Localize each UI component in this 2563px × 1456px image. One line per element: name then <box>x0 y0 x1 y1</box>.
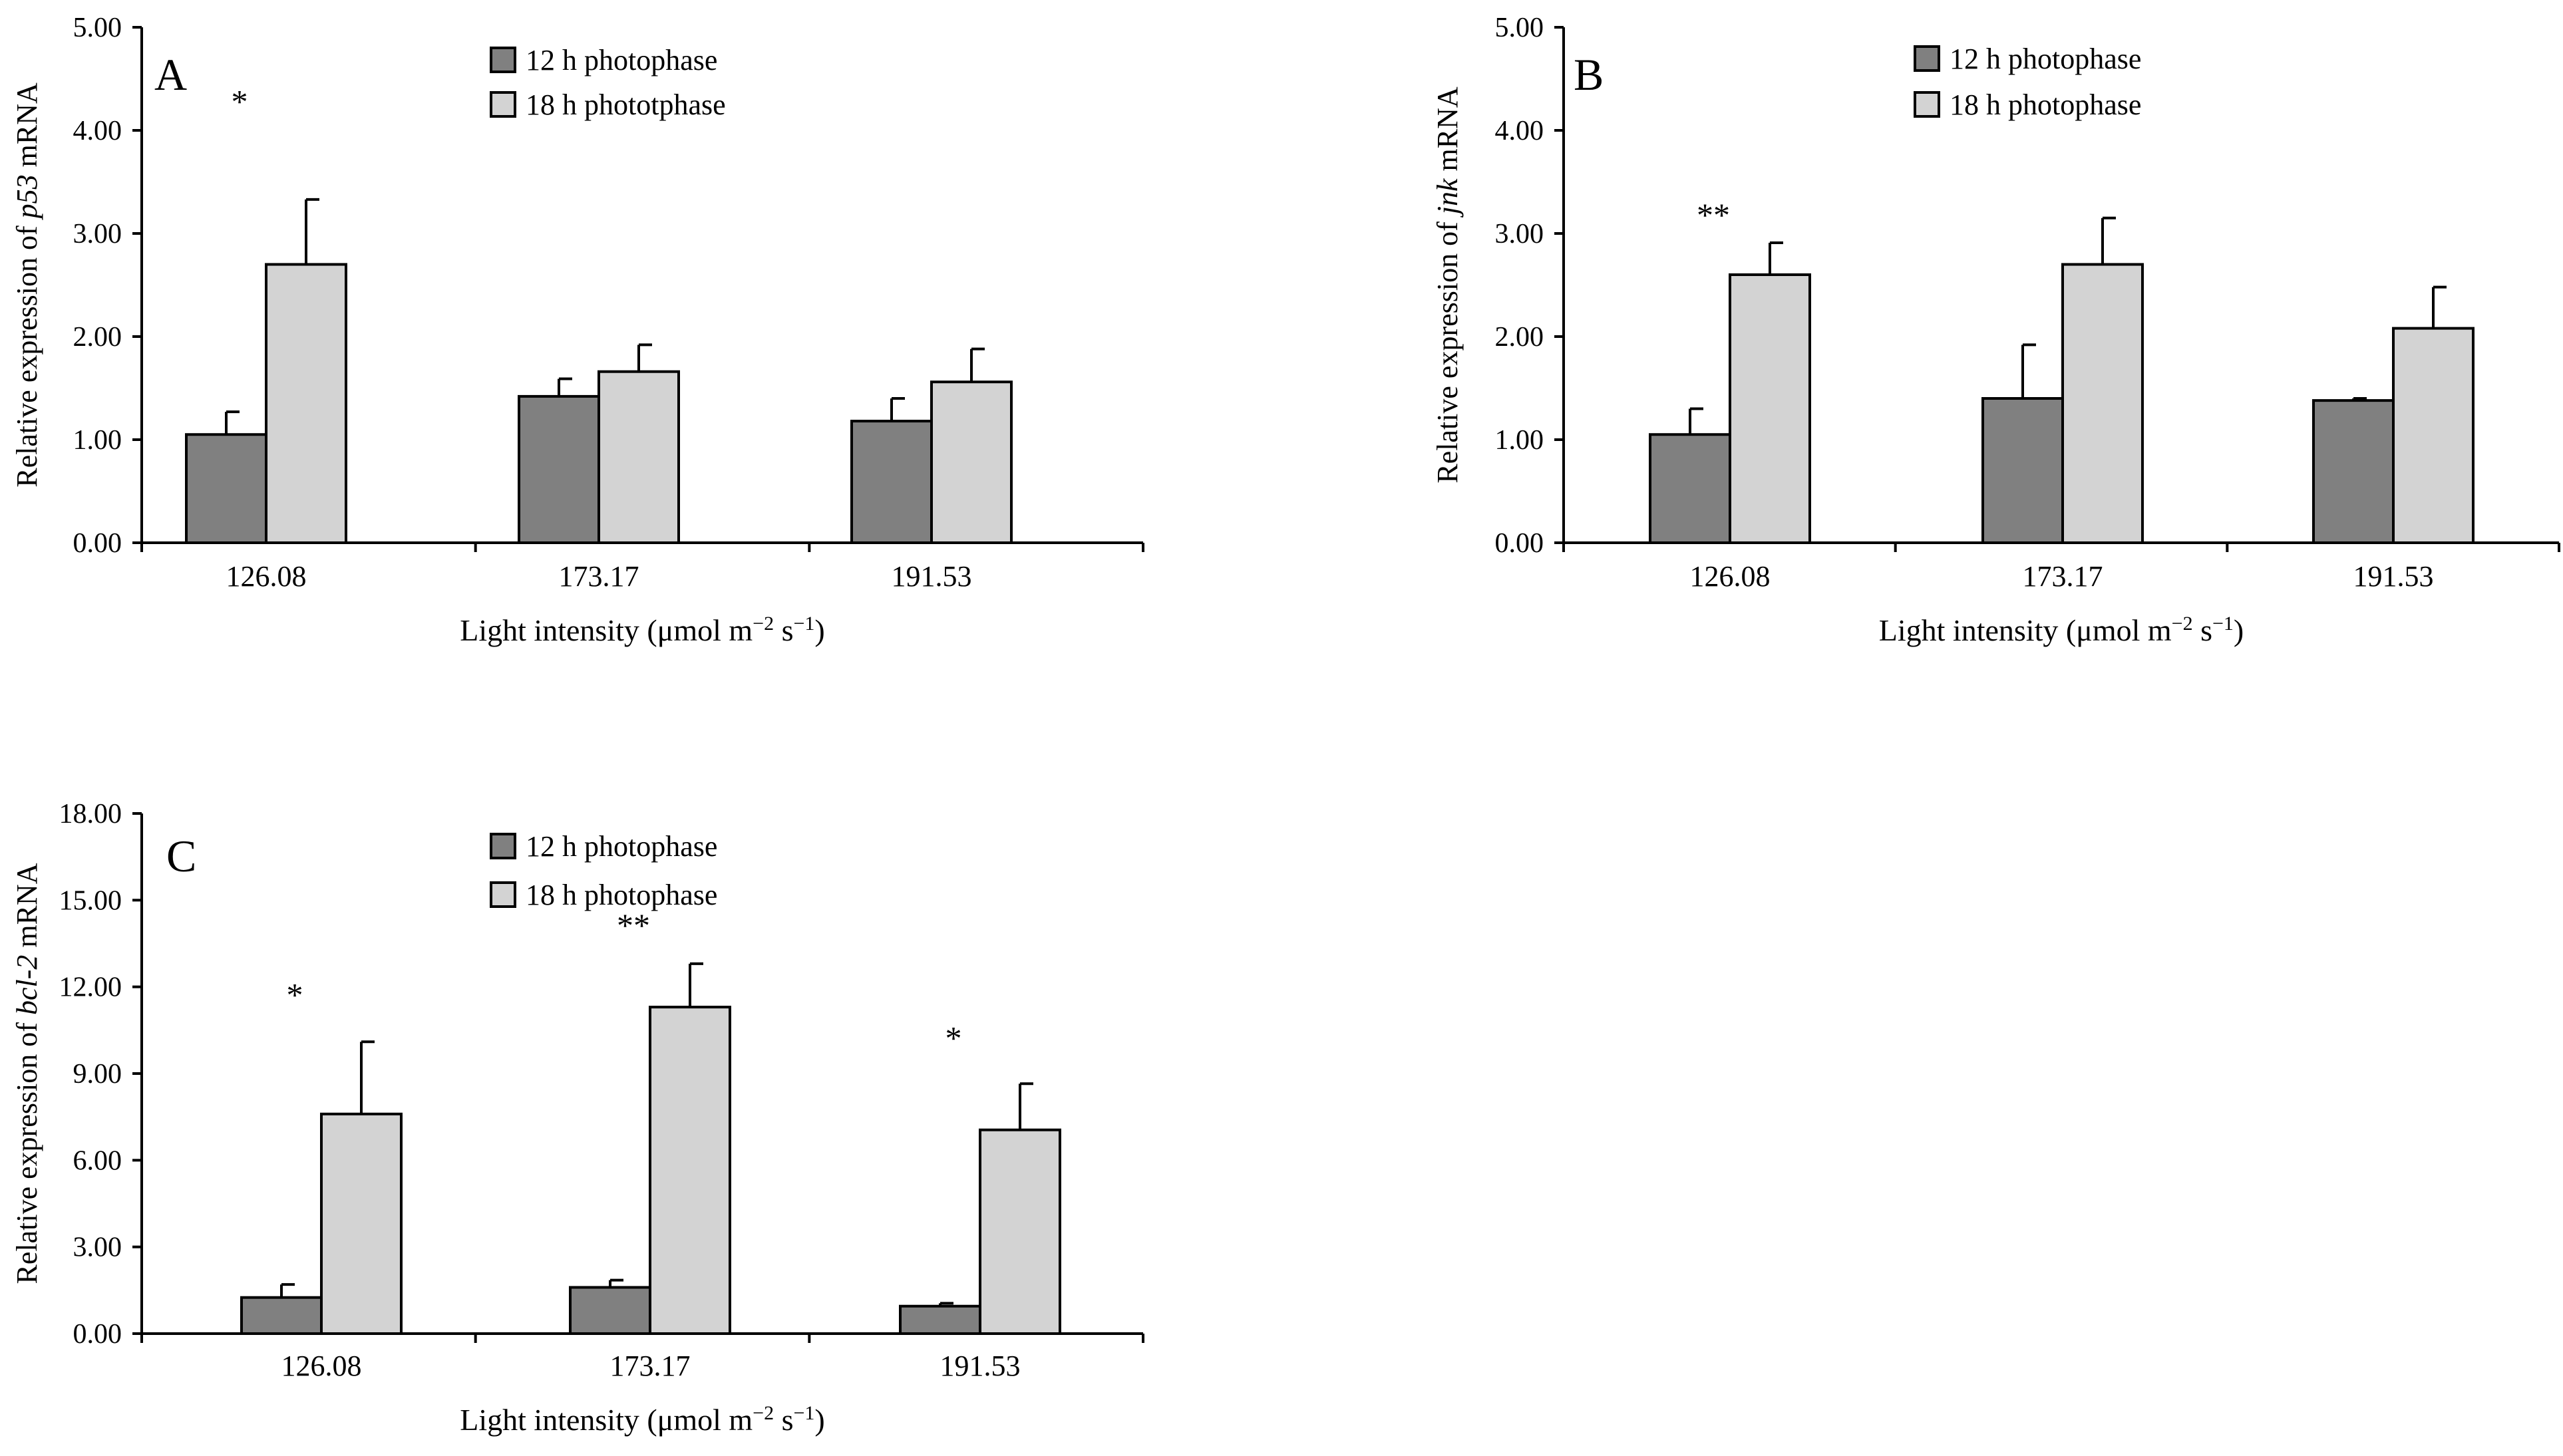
bar-12h-126.08 <box>1649 433 1731 544</box>
panel-label: A <box>154 49 187 100</box>
chart-panel-c: 0.00 3.00 6.00 9.00 12.00 15.00 18.00 126.08 173… <box>11 799 1144 1437</box>
bar-12h-191.53 <box>2312 399 2395 544</box>
y-tick-label: 4.00 <box>1495 116 1544 146</box>
bar-18h-173.17 <box>598 370 680 544</box>
y-tick-label: 15.00 <box>59 885 122 916</box>
x-axis-title: Light intensity (μmol m−2 s−1) <box>460 613 825 647</box>
y-tick-label: 18.00 <box>59 799 122 829</box>
significance-marker: ** <box>617 907 650 944</box>
legend-label: 18 h phototphase <box>526 88 726 121</box>
panel-label: B <box>1574 49 1604 100</box>
y-tick-label: 2.00 <box>73 322 122 353</box>
bar-18h-191.53 <box>930 380 1013 545</box>
bar-12h-126.08 <box>185 433 267 544</box>
legend-label: 12 h photophase <box>526 830 717 863</box>
y-tick-label: 3.00 <box>73 219 122 249</box>
y-axis-title: Relative expression of p53 mRNA <box>11 82 43 488</box>
bar-18h-191.53 <box>2392 327 2475 544</box>
y-tick-label: 9.00 <box>73 1059 122 1090</box>
bar-12h-173.17 <box>518 394 600 545</box>
significance-marker: * <box>945 1020 962 1057</box>
legend-swatch <box>1914 45 1940 72</box>
x-tick-label: 126.08 <box>281 1350 362 1382</box>
significance-marker: ** <box>1697 196 1730 233</box>
y-tick-label: 12.00 <box>59 972 122 1003</box>
significance-marker: * <box>232 83 248 120</box>
significance-marker: * <box>287 976 303 1013</box>
x-axis-title: Light intensity (μmol m−2 s−1) <box>1879 613 2244 647</box>
y-tick-label: 0.00 <box>73 528 122 559</box>
x-tick-label: 126.08 <box>1690 560 1771 593</box>
legend-swatch <box>1914 91 1940 118</box>
legend-label: 12 h photophase <box>1950 43 2141 75</box>
bar-12h-126.08 <box>240 1296 323 1336</box>
bar-12h-191.53 <box>899 1304 981 1336</box>
chart-panel-b: 0.00 1.00 2.00 3.00 4.00 5.00 126.08 173.17 191.… <box>1431 13 2560 647</box>
y-tick-label: 0.00 <box>1495 528 1544 559</box>
x-tick-label: 173.17 <box>2023 560 2103 593</box>
bar-12h-173.17 <box>569 1286 651 1335</box>
bar-18h-173.17 <box>649 1006 731 1335</box>
bar-12h-191.53 <box>850 420 933 544</box>
bar-18h-126.08 <box>320 1112 403 1336</box>
legend-swatch <box>490 833 516 859</box>
y-axis-title: Relative expression of jnk mRNA <box>1431 86 1464 484</box>
y-tick-label: 0.00 <box>73 1319 122 1350</box>
bar-18h-126.08 <box>265 263 347 544</box>
x-tick-label: 126.08 <box>226 560 307 593</box>
chart-panel-a: 0.00 1.00 2.00 3.00 4.00 5.00 126.08 173.17 191.… <box>11 13 1144 647</box>
y-tick-label: 4.00 <box>73 116 122 146</box>
bar-18h-173.17 <box>2061 263 2144 544</box>
legend-swatch <box>490 47 516 73</box>
bar-12h-173.17 <box>1981 397 2064 544</box>
x-tick-label: 191.53 <box>2353 560 2434 593</box>
y-tick-label: 1.00 <box>73 425 122 456</box>
y-tick-label: 5.00 <box>73 13 122 43</box>
y-tick-label: 3.00 <box>73 1233 122 1263</box>
x-tick-label: 191.53 <box>940 1350 1021 1382</box>
x-axis-title: Light intensity (μmol m−2 s−1) <box>460 1402 825 1437</box>
x-tick-label: 173.17 <box>559 560 639 593</box>
legend-swatch <box>490 91 516 118</box>
x-tick-label: 173.17 <box>610 1350 691 1382</box>
y-axis-title: Relative expression of bcl-2 mRNA <box>11 863 43 1284</box>
legend-label: 18 h photophase <box>526 879 717 911</box>
y-tick-label: 2.00 <box>1495 322 1544 353</box>
bar-18h-126.08 <box>1729 273 1811 544</box>
y-tick-label: 6.00 <box>73 1145 122 1176</box>
panel-label: C <box>166 831 196 881</box>
y-tick-label: 5.00 <box>1495 13 1544 43</box>
x-tick-label: 191.53 <box>892 560 972 593</box>
legend-label: 12 h photophase <box>526 44 717 76</box>
y-tick-label: 1.00 <box>1495 425 1544 456</box>
y-tick-label: 3.00 <box>1495 219 1544 249</box>
legend-swatch <box>490 881 516 908</box>
bar-18h-191.53 <box>979 1128 1061 1335</box>
legend-label: 18 h photophase <box>1950 88 2141 121</box>
